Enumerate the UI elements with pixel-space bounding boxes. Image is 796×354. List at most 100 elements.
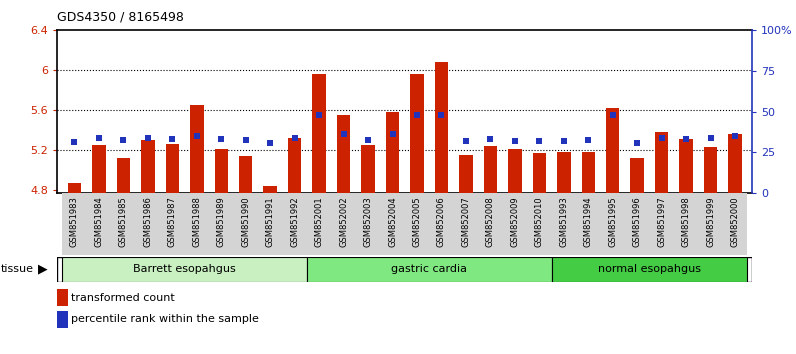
Point bbox=[680, 136, 693, 142]
Bar bbox=[600, 193, 625, 255]
Bar bbox=[410, 74, 423, 193]
Bar bbox=[337, 115, 350, 193]
Text: GSM851999: GSM851999 bbox=[706, 196, 715, 247]
Bar bbox=[527, 193, 552, 255]
Text: GSM851987: GSM851987 bbox=[168, 196, 177, 247]
Point bbox=[240, 137, 252, 143]
Point bbox=[166, 136, 178, 142]
Point bbox=[533, 138, 546, 144]
Text: GSM851990: GSM851990 bbox=[241, 196, 250, 247]
Bar bbox=[111, 193, 135, 255]
Bar bbox=[502, 193, 527, 255]
Bar bbox=[478, 193, 502, 255]
Bar bbox=[141, 140, 154, 193]
Bar bbox=[484, 146, 498, 193]
Bar bbox=[552, 257, 747, 282]
Text: GSM852007: GSM852007 bbox=[462, 196, 470, 247]
Point bbox=[509, 138, 521, 144]
Text: GSM852002: GSM852002 bbox=[339, 196, 348, 247]
Point bbox=[484, 136, 497, 142]
Point bbox=[117, 137, 130, 143]
Text: GSM851984: GSM851984 bbox=[95, 196, 103, 247]
Text: GSM851983: GSM851983 bbox=[70, 196, 79, 247]
Text: GSM851997: GSM851997 bbox=[657, 196, 666, 247]
Bar bbox=[557, 152, 571, 193]
Bar bbox=[190, 105, 204, 193]
Bar bbox=[117, 158, 130, 193]
Bar bbox=[552, 193, 576, 255]
Bar bbox=[361, 145, 375, 193]
Text: transformed count: transformed count bbox=[71, 293, 175, 303]
Bar bbox=[533, 153, 546, 193]
Bar bbox=[698, 193, 723, 255]
Point bbox=[142, 135, 154, 141]
Text: gastric cardia: gastric cardia bbox=[392, 264, 467, 274]
Text: GSM852010: GSM852010 bbox=[535, 196, 544, 247]
Bar bbox=[435, 62, 448, 193]
Text: GSM851988: GSM851988 bbox=[193, 196, 201, 247]
Bar bbox=[307, 193, 331, 255]
Bar bbox=[57, 310, 68, 328]
Bar bbox=[166, 144, 179, 193]
Bar bbox=[135, 193, 160, 255]
Point bbox=[386, 131, 399, 137]
Bar bbox=[68, 183, 81, 193]
Point bbox=[728, 133, 741, 139]
Bar bbox=[630, 158, 644, 193]
Bar bbox=[674, 193, 698, 255]
Bar bbox=[723, 193, 747, 255]
Text: GSM851992: GSM851992 bbox=[291, 196, 299, 247]
Point bbox=[459, 138, 472, 144]
Text: GSM852006: GSM852006 bbox=[437, 196, 446, 247]
Bar bbox=[704, 147, 717, 193]
Point bbox=[655, 135, 668, 141]
Bar bbox=[582, 152, 595, 193]
Text: GSM852004: GSM852004 bbox=[388, 196, 397, 247]
Bar bbox=[209, 193, 233, 255]
Bar bbox=[288, 138, 302, 193]
Bar bbox=[258, 193, 283, 255]
Text: GSM851986: GSM851986 bbox=[143, 196, 152, 247]
Bar bbox=[606, 108, 619, 193]
Point bbox=[631, 140, 644, 145]
Point bbox=[338, 131, 350, 137]
Text: GDS4350 / 8165498: GDS4350 / 8165498 bbox=[57, 11, 184, 24]
Point bbox=[68, 139, 81, 145]
Bar bbox=[331, 193, 356, 255]
Bar bbox=[508, 149, 521, 193]
Bar bbox=[576, 193, 600, 255]
Point bbox=[313, 112, 326, 118]
Point bbox=[704, 135, 717, 141]
Text: GSM852005: GSM852005 bbox=[412, 196, 422, 247]
Point bbox=[607, 112, 619, 118]
Bar bbox=[650, 193, 674, 255]
Text: GSM851993: GSM851993 bbox=[560, 196, 568, 247]
Text: GSM851991: GSM851991 bbox=[266, 196, 275, 247]
Text: GSM851995: GSM851995 bbox=[608, 196, 617, 247]
Text: GSM851994: GSM851994 bbox=[583, 196, 593, 247]
Text: GSM852001: GSM852001 bbox=[314, 196, 324, 247]
Bar bbox=[454, 193, 478, 255]
Bar bbox=[62, 193, 87, 255]
Bar bbox=[215, 149, 228, 193]
Bar bbox=[263, 187, 277, 193]
Bar bbox=[625, 193, 650, 255]
Bar bbox=[160, 193, 185, 255]
Text: GSM851985: GSM851985 bbox=[119, 196, 128, 247]
Text: GSM851998: GSM851998 bbox=[681, 196, 691, 247]
Point bbox=[435, 112, 448, 118]
Text: ▶: ▶ bbox=[38, 263, 48, 276]
Bar bbox=[57, 289, 68, 306]
Text: GSM852009: GSM852009 bbox=[510, 196, 519, 247]
Text: GSM851989: GSM851989 bbox=[217, 196, 226, 247]
Text: Barrett esopahgus: Barrett esopahgus bbox=[133, 264, 236, 274]
Bar bbox=[62, 257, 307, 282]
Text: normal esopahgus: normal esopahgus bbox=[598, 264, 701, 274]
Bar bbox=[307, 257, 552, 282]
Point bbox=[288, 135, 301, 141]
Point bbox=[411, 112, 423, 118]
Bar bbox=[185, 193, 209, 255]
Point bbox=[557, 138, 570, 144]
Point bbox=[582, 137, 595, 143]
Point bbox=[92, 135, 105, 141]
